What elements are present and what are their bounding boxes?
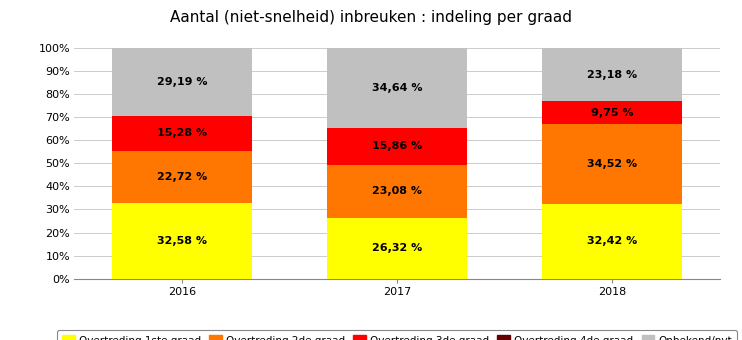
Text: 34,52 %: 34,52 % [587,159,637,169]
Text: 22,72 %: 22,72 % [157,172,207,182]
Text: 23,18 %: 23,18 % [587,70,637,80]
Bar [112,203,252,279]
Text: Aantal (niet-snelheid) inbreuken : indeling per graad: Aantal (niet-snelheid) inbreuken : indel… [170,10,572,25]
Text: 34,64 %: 34,64 % [372,83,422,93]
Bar [542,48,682,102]
Bar [542,204,682,279]
Text: 26,32 %: 26,32 % [372,243,422,253]
Bar [112,151,252,203]
Bar [112,116,252,151]
Bar [327,48,467,128]
Legend: Overtreding 1ste graad, Overtreding 2de graad, Overtreding 3de graad, Overtredin: Overtreding 1ste graad, Overtreding 2de … [57,330,737,340]
Text: 15,28 %: 15,28 % [157,128,207,138]
Text: 29,19 %: 29,19 % [157,77,207,87]
Text: 32,42 %: 32,42 % [587,236,637,246]
Bar [327,128,467,165]
Text: 15,86 %: 15,86 % [372,141,422,151]
Bar [327,218,467,279]
Text: 9,75 %: 9,75 % [591,108,634,118]
Bar [542,124,682,204]
Bar [327,165,467,218]
Text: 32,58 %: 32,58 % [157,236,207,246]
Bar [542,102,682,124]
Text: 23,08 %: 23,08 % [372,186,422,196]
Bar [112,48,252,116]
